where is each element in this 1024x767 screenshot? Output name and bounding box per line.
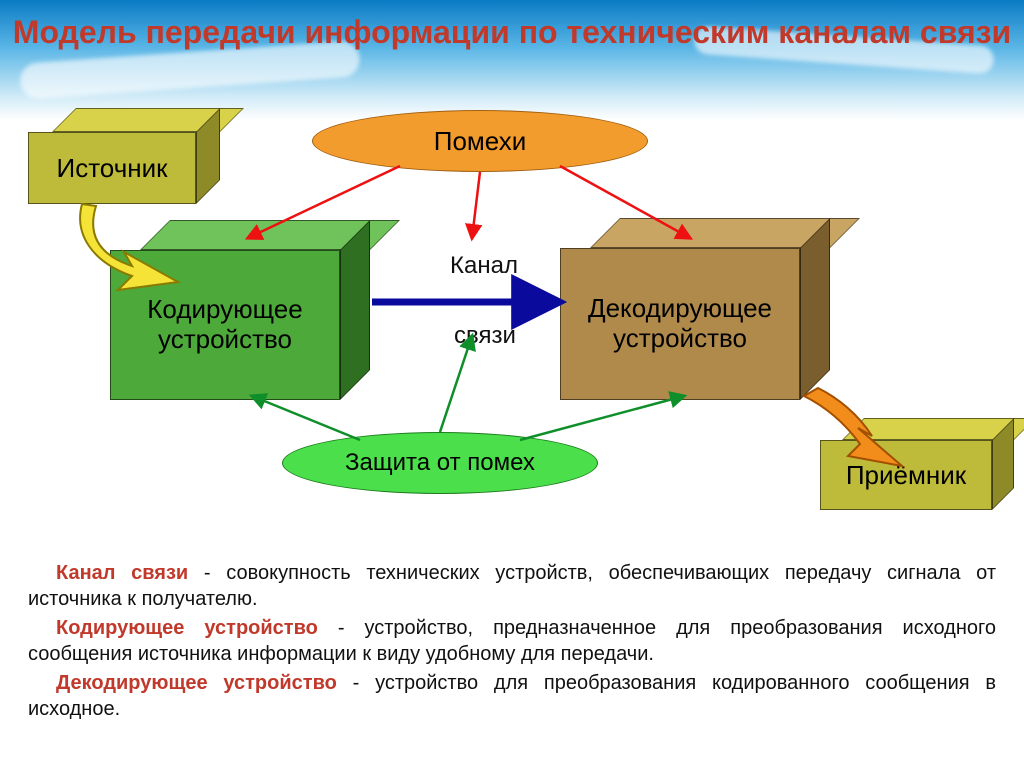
definition-term: Декодирующее устройство [56, 672, 337, 694]
definition-term: Канал связи [56, 562, 188, 584]
node-encoder: Кодирующее устройство [110, 220, 340, 400]
node-encoder-label: Кодирующее устройство [115, 295, 335, 355]
arrow-noise-2 [472, 172, 480, 238]
node-source: Источник [28, 108, 196, 204]
node-noise-label: Помехи [434, 126, 526, 157]
node-receiver: Приёмник [820, 418, 992, 510]
arrow-protect-3 [520, 396, 684, 440]
node-receiver-label: Приёмник [846, 460, 966, 491]
channel-label-top: Канал [424, 252, 544, 280]
definition-term: Кодирующее устройство [56, 617, 318, 639]
definitions-block: Канал связи - совокупность технических у… [28, 560, 996, 724]
definition-row: Декодирующее устройство - устройство для… [28, 670, 996, 723]
channel-label-bottom: связи [430, 322, 540, 350]
page-title: Модель передачи информации по технически… [0, 14, 1024, 51]
node-noise: Помехи [312, 110, 648, 172]
node-protection-label: Защита от помех [345, 449, 535, 477]
arrow-protect-1 [252, 396, 360, 440]
node-protection: Защита от помех [282, 432, 598, 494]
arrow-protect-2 [440, 336, 472, 432]
definition-row: Кодирующее устройство - устройство, пред… [28, 615, 996, 668]
node-decoder-label: Декодирующее устройство [565, 294, 795, 354]
node-source-label: Источник [57, 153, 168, 184]
definition-row: Канал связи - совокупность технических у… [28, 560, 996, 613]
diagram-stage: Модель передачи информации по технически… [0, 0, 1024, 767]
node-decoder: Декодирующее устройство [560, 218, 800, 400]
